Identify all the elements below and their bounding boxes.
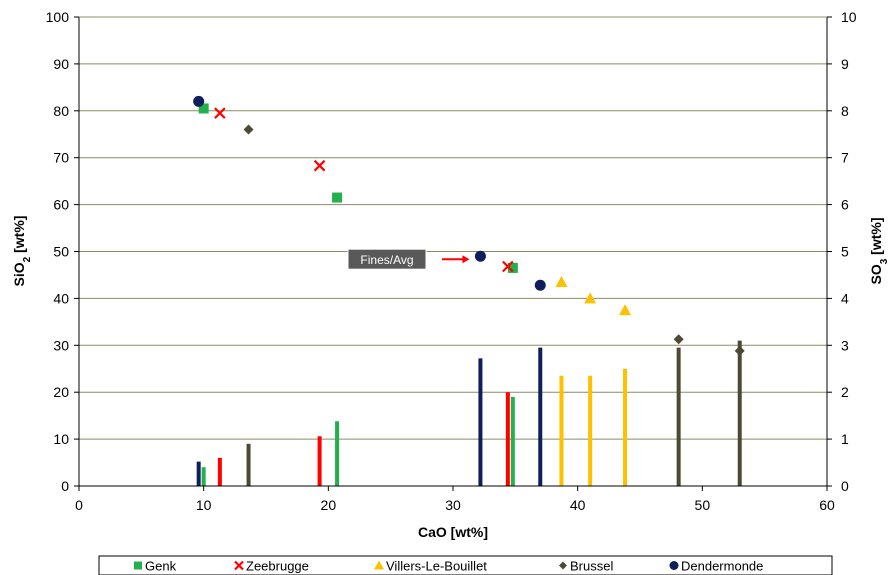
annotation: Fines/Avg	[347, 248, 470, 270]
x-tick-label: 40	[570, 497, 586, 513]
x-tick-label: 50	[695, 497, 711, 513]
x-stroke	[502, 260, 514, 273]
y2-tick-label: 2	[841, 384, 849, 400]
point-villers	[619, 304, 632, 316]
point-dendermonde	[534, 279, 546, 291]
y2-tick-label: 8	[841, 103, 849, 119]
legend-label: Brussel	[570, 559, 613, 574]
annotation-box	[347, 248, 427, 270]
x-stroke	[214, 107, 226, 119]
point-brussel	[559, 561, 567, 570]
y-tick-label: 100	[46, 9, 70, 25]
y-tick-label: 80	[53, 103, 69, 119]
y2-tick-label: 4	[841, 290, 849, 306]
so3-bars	[196, 340, 742, 486]
point-genk	[332, 192, 343, 203]
y-tick-label: 50	[53, 244, 69, 260]
x-tick-label: 10	[196, 497, 212, 513]
grid-lines	[79, 16, 827, 440]
x-axis-title: CaO [wt%]	[418, 524, 488, 540]
point-genk	[134, 561, 142, 570]
y-tick-label: 0	[61, 478, 69, 494]
y-tick-label: 10	[53, 431, 69, 447]
y2-tick-label: 3	[841, 337, 849, 353]
y2-tick-label: 6	[841, 197, 849, 213]
y-tick-label: 60	[53, 197, 69, 213]
y2-tick-label: 9	[841, 56, 849, 72]
x-stroke	[234, 560, 244, 571]
x-tick-label: 30	[445, 497, 461, 513]
point-brussel	[243, 124, 254, 135]
x-tick-label: 0	[75, 497, 83, 513]
point-villers	[584, 292, 597, 304]
point-villers	[555, 275, 568, 287]
legend: Genk Zeebrugge Villers-Le-Bouillet Brussel D…	[98, 555, 833, 575]
x-tick-label: 20	[321, 497, 337, 513]
annotation-arrowhead	[462, 255, 470, 264]
y-tick-label: 90	[53, 56, 69, 72]
point-villers	[374, 560, 384, 570]
point-genk	[507, 262, 518, 273]
point-brussel	[673, 334, 684, 345]
legend-label: Genk	[145, 559, 177, 574]
y-tick-label: 70	[53, 150, 69, 166]
y2-axis-title: SO3 [wt%]	[868, 217, 888, 284]
x-tick-label: 60	[819, 497, 835, 513]
annotation-text: Fines/Avg	[360, 253, 413, 267]
point-dendermonde	[474, 250, 486, 262]
point-brussel	[734, 345, 745, 356]
legend-label: Villers-Le-Bouillet	[386, 559, 487, 574]
point-dendermonde	[193, 95, 205, 107]
x-stroke	[313, 159, 326, 172]
y2-tick-label: 0	[841, 478, 849, 494]
legend-label: Zeebrugge	[246, 559, 309, 574]
legend-label: Dendermonde	[681, 559, 763, 574]
point-zeebrugge	[214, 107, 226, 119]
point-zeebrugge	[313, 159, 326, 172]
y2-tick-label: 7	[841, 150, 849, 166]
y2-tick-label: 10	[841, 9, 857, 25]
y2-tick-label: 1	[841, 431, 849, 447]
sio2-points	[193, 95, 745, 356]
y-tick-label: 40	[53, 290, 69, 306]
point-genk	[198, 103, 209, 114]
y-tick-label: 30	[53, 337, 69, 353]
y2-tick-label: 5	[841, 244, 849, 260]
point-dendermonde	[669, 561, 679, 570]
legend-box	[98, 555, 833, 575]
y-tick-label: 20	[53, 384, 69, 400]
y-axis-title: SiO2 [wt%]	[11, 216, 33, 287]
point-zeebrugge	[234, 560, 244, 571]
point-zeebrugge	[502, 260, 514, 273]
